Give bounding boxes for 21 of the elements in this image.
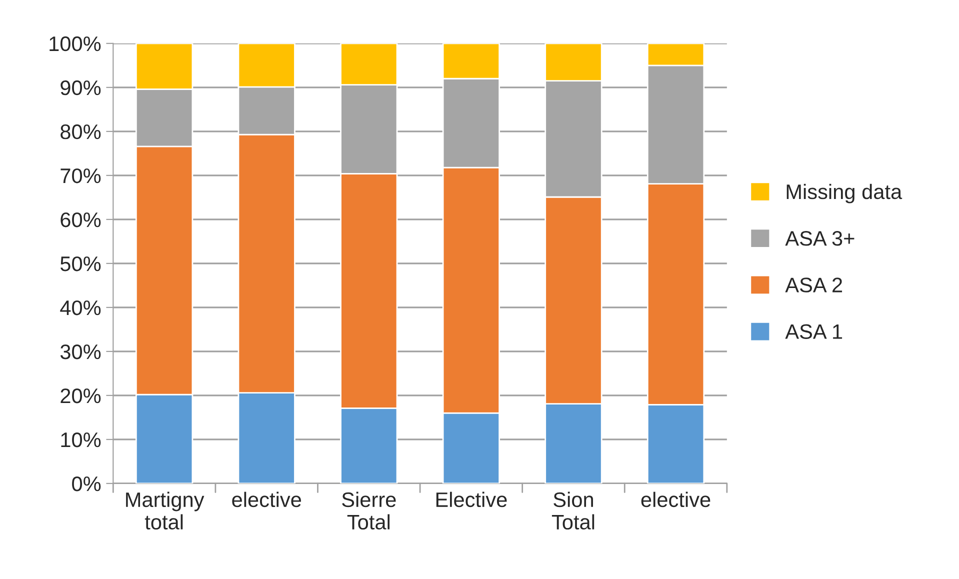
y-tick-label: 60% [60, 212, 101, 228]
legend-label: Missing data [786, 184, 902, 204]
y-tick-label: 30% [60, 344, 101, 360]
y-tick-label: 90% [60, 80, 101, 96]
x-tick-label: elective [232, 492, 301, 508]
y-tick-label: 40% [60, 300, 101, 316]
y-tick-label: 80% [60, 124, 101, 140]
y-tick-label: 70% [60, 168, 101, 184]
y-tick-label: 0% [72, 476, 101, 492]
x-tick-label: Elective [436, 492, 507, 508]
x-tick-label: Sierre Total [342, 492, 396, 530]
y-tick-label: 20% [60, 388, 101, 404]
legend-label: ASA 3+ [785, 231, 854, 246]
x-tick-label: Martigny total [126, 492, 204, 530]
y-tick-label: 100% [50, 36, 101, 52]
legend-label: ASA 2 [785, 278, 842, 292]
legend-label: ASA 1 [785, 324, 842, 340]
y-tick-label: 50% [60, 256, 101, 272]
x-tick-label: Sion Total [552, 492, 594, 530]
y-tick-label: 10% [61, 432, 101, 448]
x-tick-label: elective [641, 492, 710, 508]
